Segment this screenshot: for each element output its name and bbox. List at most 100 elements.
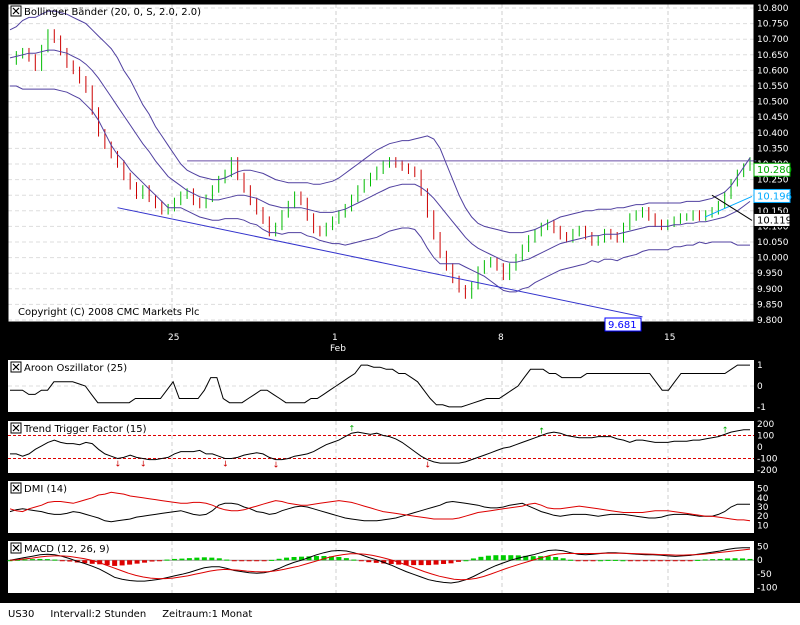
macd-histogram-bar [568, 559, 574, 561]
macd-histogram-bar [284, 557, 290, 561]
time-axis: 25 1 8 15 [168, 333, 675, 343]
macd-histogram-bar [627, 560, 633, 562]
macd-histogram-bar [418, 560, 424, 566]
macd-histogram-bar [254, 560, 260, 562]
dmi-title: DMI (14) [24, 484, 67, 495]
macd-histogram-bar [725, 558, 731, 561]
bollinger-upper-band [9, 10, 751, 234]
macd-histogram-bar [553, 556, 559, 561]
time-tick-label: 15 [664, 333, 675, 343]
bollinger-title: Bollinger Bänder (20, 0, S, 2.0, 2.0) [24, 7, 201, 18]
indicator-tick-label: 1 [757, 361, 763, 371]
indicator-tick-label: -200 [757, 466, 778, 476]
indicator-tick-label: -100 [757, 583, 778, 593]
macd-histogram-bar [179, 558, 185, 561]
macd-histogram-bar [680, 560, 686, 562]
macd-histogram-bar [336, 556, 342, 561]
macd-histogram-bar [239, 560, 245, 562]
macd-histogram-bar [620, 560, 626, 562]
price-tick-label: 10.500 [757, 98, 789, 108]
macd-histogram-bar [500, 555, 506, 561]
macd-histogram-bar [657, 560, 663, 562]
indicator-tick-label: 0 [757, 556, 763, 566]
ttf-buy-signal: ↑ [722, 425, 729, 434]
panel-close-icon[interactable] [10, 361, 22, 373]
macd-histogram-bar [612, 559, 618, 561]
bollinger-panel[interactable]: Bollinger Bänder (20, 0, S, 2.0, 2.0) Co… [7, 3, 792, 354]
panel-close-icon[interactable] [10, 422, 22, 434]
macd-histogram-bar [67, 560, 73, 562]
macd-histogram-bar [209, 557, 215, 561]
ttf-buy-signal: ↑ [349, 424, 356, 433]
macd-histogram-bar [22, 559, 28, 561]
indicator-tick-label: 50 [757, 543, 769, 553]
macd-histogram-bar [276, 558, 282, 561]
macd-histogram-bar [493, 555, 499, 561]
interval-label: Intervall:2 Stunden [50, 608, 147, 620]
macd-histogram-bar [575, 560, 581, 562]
macd-histogram-bar [82, 560, 88, 564]
price-tag-box [753, 162, 791, 177]
panel-close-icon[interactable] [10, 5, 22, 17]
indicator-tick-label: 0 [757, 443, 763, 453]
period-label: Zeitraum:1 Monat [162, 608, 253, 620]
macd-histogram-bar [740, 558, 746, 561]
macd-histogram-bar [695, 559, 701, 561]
aroon-title: Aroon Oszillator (25) [24, 363, 127, 374]
price-tick-label: 10.800 [757, 4, 789, 14]
price-tick-label: 9.850 [757, 300, 783, 310]
price-tick-label: 10.550 [757, 82, 789, 92]
macd-histogram-bar [373, 560, 379, 563]
macd-histogram-bar [366, 560, 372, 563]
macd-histogram-bar [441, 560, 447, 564]
ttf-sell-signal: ↓ [140, 460, 147, 469]
macd-histogram-bar [381, 560, 387, 564]
macd-histogram-bar [14, 559, 20, 561]
panel-close-icon[interactable] [10, 542, 22, 554]
macd-panel[interactable]: MACD (12, 26, 9) 50 0 -50 -100 [7, 541, 778, 593]
indicator-tick-label: 50 [757, 485, 769, 495]
price-tag-box [604, 317, 642, 332]
price-tick-label: 10.700 [757, 35, 789, 45]
macd-histogram-bar [530, 556, 536, 561]
macd-histogram-bar [508, 555, 514, 561]
indicator-tick-label: -100 [757, 455, 778, 465]
ttf-sell-signal: ↓ [273, 461, 280, 470]
price-tick-label: 10.450 [757, 113, 789, 123]
macd-histogram-bar [127, 560, 133, 565]
macd-histogram-bar [269, 559, 275, 561]
macd-histogram-bar [194, 557, 200, 561]
time-axis-month-label: Feb [330, 344, 346, 354]
price-tick-label: 10.050 [757, 238, 789, 248]
copyright-annotation: Copyright (C) 2008 CMC Markets Plc [18, 307, 199, 318]
price-tags: 10.280 10.196 10.119 9.681 [604, 162, 792, 332]
macd-histogram-bar [224, 559, 230, 561]
indicator-tick-label: 30 [757, 503, 769, 513]
projection-line [711, 194, 753, 221]
macd-histogram-bar [642, 560, 648, 562]
price-tag-label: 9.681 [608, 320, 637, 331]
time-tick-label: 25 [168, 333, 179, 343]
bollinger-middle-band [9, 49, 751, 263]
macd-histogram-bar [231, 560, 237, 562]
price-tag-box [753, 212, 791, 227]
macd-histogram-bar [448, 560, 454, 564]
macd-histogram-bar [687, 560, 693, 562]
price-tag-label: 10.119 [757, 215, 792, 226]
macd-histogram-bar [650, 560, 656, 562]
macd-histogram-bar [590, 560, 596, 562]
aroon-panel[interactable]: Aroon Oszillator (25) 1 0 -1 [8, 360, 766, 413]
macd-histogram-bar [485, 555, 491, 561]
price-tick-label: 10.600 [757, 66, 789, 76]
macd-histogram-bar [291, 556, 297, 561]
panel-close-icon[interactable] [10, 482, 22, 494]
ttf-panel[interactable]: ↓ ↓ ↓ ↓ ↑ ↓ ↑ ↑ Trend Trigger Factor (15) 200 10… [8, 420, 778, 476]
price-tick-label: 10.250 [757, 176, 789, 186]
indicator-tick-label: -1 [757, 403, 766, 413]
time-tick-label: 1 [332, 333, 338, 343]
ttf-title: Trend Trigger Factor (15) [23, 424, 147, 435]
price-tick-label: 10.000 [757, 254, 789, 264]
macd-histogram-bar [583, 560, 589, 562]
